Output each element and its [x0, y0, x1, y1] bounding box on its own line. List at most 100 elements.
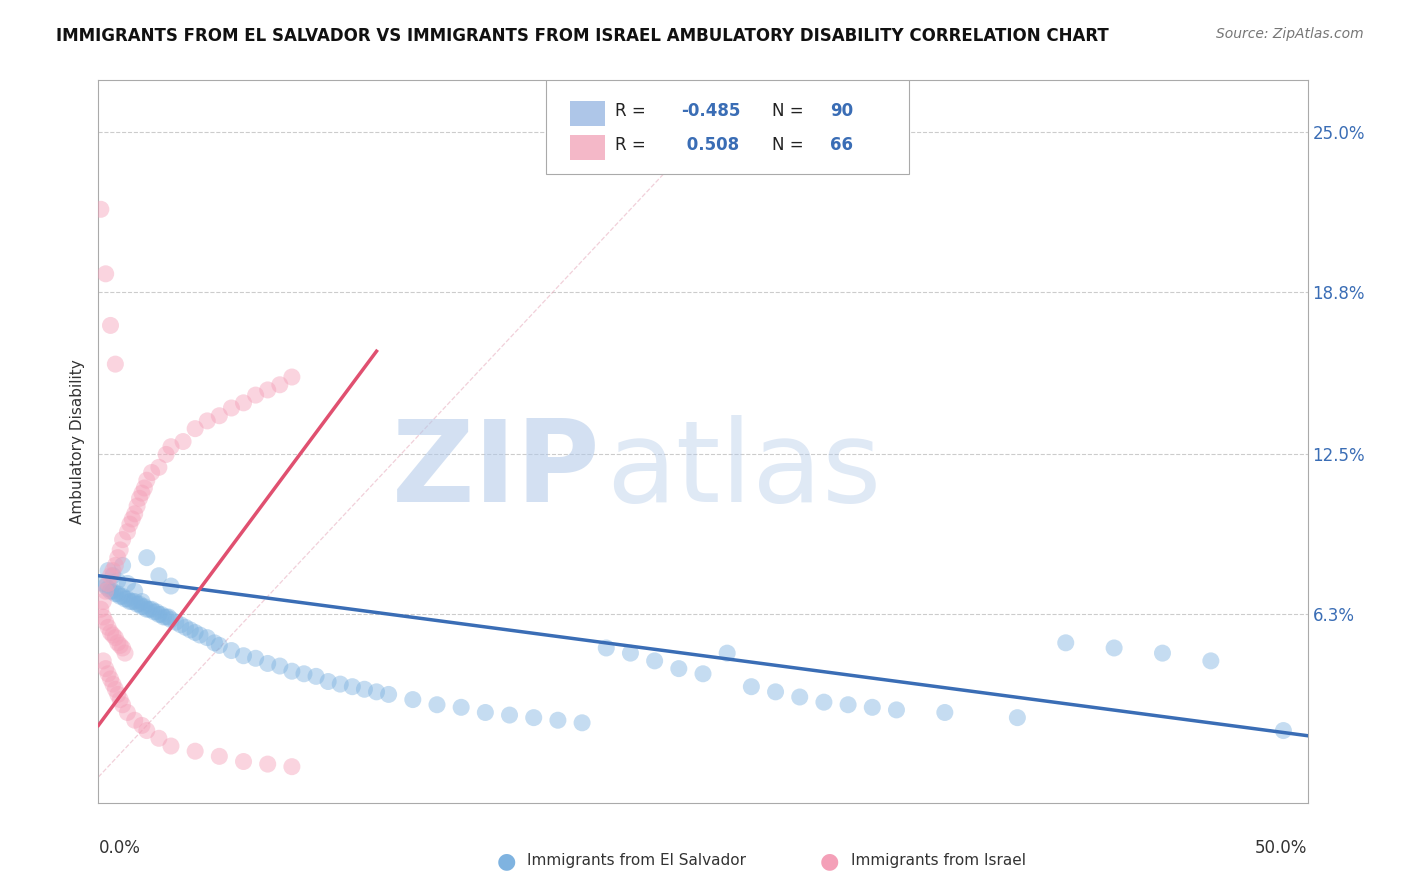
Point [131, 486, 153, 500]
Point [108, 692, 131, 706]
Point [155, 447, 177, 461]
Point [91, 654, 114, 668]
Point [124, 713, 146, 727]
Point [127, 597, 149, 611]
Point [107, 587, 129, 601]
Point [101, 568, 124, 582]
Point [245, 388, 267, 402]
Point [619, 646, 641, 660]
Point [141, 602, 163, 616]
FancyBboxPatch shape [569, 101, 605, 126]
Text: IMMIGRANTS FROM EL SALVADOR VS IMMIGRANTS FROM ISRAEL AMBULATORY DISABILITY CORR: IMMIGRANTS FROM EL SALVADOR VS IMMIGRANT… [56, 27, 1109, 45]
Point [101, 564, 124, 578]
Point [184, 625, 207, 640]
Point [100, 625, 122, 640]
Point [305, 669, 328, 683]
Point [118, 594, 141, 608]
Text: Source: ZipAtlas.com: Source: ZipAtlas.com [1216, 27, 1364, 41]
Point [104, 587, 127, 601]
Point [91, 594, 114, 608]
Point [221, 401, 243, 415]
Point [547, 713, 569, 727]
Point [107, 550, 129, 565]
Point [124, 594, 146, 608]
Point [232, 396, 254, 410]
Text: atlas: atlas [606, 415, 882, 526]
Point [402, 692, 425, 706]
Point [128, 491, 150, 506]
Point [342, 680, 364, 694]
Point [813, 695, 835, 709]
Point [135, 602, 157, 616]
Point [160, 440, 183, 454]
Point [124, 507, 146, 521]
Point [377, 687, 399, 701]
Point [195, 414, 218, 428]
Point [316, 674, 339, 689]
Point [107, 687, 129, 701]
Point [886, 703, 908, 717]
Point [256, 657, 278, 671]
Point [94, 579, 117, 593]
Point [148, 460, 170, 475]
Point [111, 533, 134, 547]
Point [256, 757, 278, 772]
Point [208, 749, 231, 764]
Point [148, 607, 170, 622]
Point [135, 473, 157, 487]
Y-axis label: Ambulatory Disability: Ambulatory Disability [69, 359, 84, 524]
Point [157, 610, 180, 624]
Point [426, 698, 449, 712]
Point [245, 651, 267, 665]
Point [195, 631, 218, 645]
Point [108, 590, 131, 604]
Point [668, 662, 690, 676]
Point [148, 568, 170, 582]
Point [94, 662, 117, 676]
Point [160, 579, 183, 593]
Text: 66: 66 [830, 136, 853, 154]
Text: 90: 90 [830, 103, 853, 120]
Point [184, 422, 207, 436]
Point [172, 434, 194, 449]
Point [692, 666, 714, 681]
Text: N =: N = [772, 103, 808, 120]
Text: R =: R = [614, 103, 651, 120]
Point [232, 648, 254, 663]
Point [148, 731, 170, 746]
Point [121, 512, 143, 526]
Point [100, 584, 122, 599]
Point [281, 370, 304, 384]
Point [111, 698, 134, 712]
Point [523, 711, 546, 725]
Point [143, 605, 166, 619]
Point [281, 664, 304, 678]
Point [111, 640, 134, 655]
Point [111, 590, 134, 604]
Point [108, 639, 131, 653]
Point [160, 613, 183, 627]
Point [108, 542, 131, 557]
Point [353, 682, 375, 697]
Point [165, 615, 187, 630]
Point [100, 318, 122, 333]
Point [765, 685, 787, 699]
Point [117, 591, 139, 606]
Point [204, 636, 226, 650]
Point [269, 377, 291, 392]
Point [124, 584, 146, 599]
Text: 50.0%: 50.0% [1256, 838, 1308, 857]
Point [256, 383, 278, 397]
Point [134, 481, 156, 495]
Point [91, 576, 114, 591]
Point [169, 617, 191, 632]
Point [131, 599, 153, 614]
Point [208, 639, 231, 653]
Point [107, 574, 129, 588]
Point [281, 760, 304, 774]
Point [101, 628, 124, 642]
Point [837, 698, 859, 712]
Point [114, 646, 136, 660]
Point [91, 610, 114, 624]
Point [101, 677, 124, 691]
